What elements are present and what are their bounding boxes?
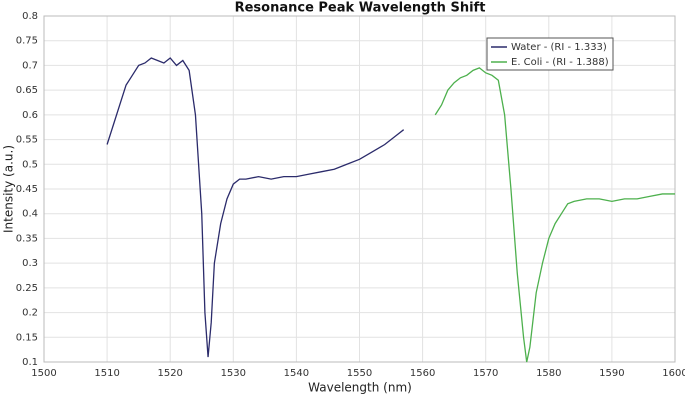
x-tick-label: 1510 (94, 368, 119, 379)
x-tick-label: 1550 (347, 368, 372, 379)
series-line (434, 67, 675, 363)
y-axis-label: Intensity (a.u.) (2, 145, 16, 233)
y-tick-label: 0.4 (22, 209, 38, 220)
x-tick-label: 1540 (284, 368, 309, 379)
y-tick-label: 0.2 (22, 308, 38, 319)
y-tick-label: 0.3 (22, 258, 38, 269)
x-tick-label: 1580 (536, 368, 561, 379)
x-axis-label: Wavelength (nm) (308, 381, 412, 395)
y-tick-label: 0.35 (16, 233, 38, 244)
plot-frame (43, 15, 676, 363)
y-tick-label: 0.25 (16, 283, 38, 294)
y-tick-label: 0.15 (16, 332, 38, 343)
legend-label: E. Coli - (RI - 1.388) (511, 57, 609, 68)
x-tick-label: 1520 (157, 368, 182, 379)
legend-box (486, 37, 614, 71)
y-tick-label: 0.55 (16, 135, 38, 146)
x-tick-label: 1500 (31, 368, 56, 379)
chart-title: Resonance Peak Wavelength Shift (235, 1, 486, 16)
series-line (106, 57, 405, 358)
y-tick-label: 0.45 (16, 184, 38, 195)
x-tick-label: 1600 (662, 368, 685, 379)
x-tick-label: 1560 (410, 368, 435, 379)
x-tick-label: 1570 (473, 368, 498, 379)
y-tick-label: 0.1 (22, 357, 38, 368)
y-tick-label: 0.75 (16, 36, 38, 47)
x-tick-label: 1530 (221, 368, 246, 379)
y-tick-label: 0.8 (22, 11, 38, 22)
y-tick-label: 0.65 (16, 85, 38, 96)
legend-label: Water - (RI - 1.333) (511, 42, 607, 53)
y-tick-label: 0.6 (22, 110, 38, 121)
y-tick-label: 0.7 (22, 60, 38, 71)
x-tick-label: 1590 (599, 368, 624, 379)
y-tick-label: 0.5 (22, 159, 38, 170)
